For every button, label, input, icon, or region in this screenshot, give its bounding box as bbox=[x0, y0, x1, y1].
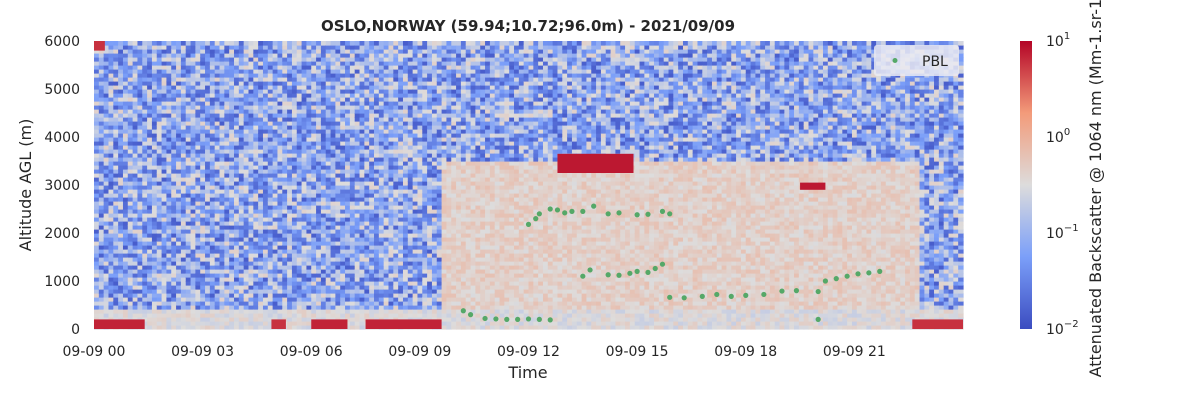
pbl-point bbox=[844, 273, 850, 279]
pbl-point bbox=[536, 316, 542, 322]
pbl-point bbox=[855, 271, 861, 277]
y-tick-label: 6000 bbox=[44, 34, 80, 50]
legend-marker-pbl bbox=[892, 58, 898, 63]
chart-title: OSLO,NORWAY (59.94;10.72;96.0m) - 2021/0… bbox=[321, 17, 735, 35]
aerosol-layer bbox=[94, 319, 145, 329]
pbl-point bbox=[536, 211, 542, 217]
plot-area bbox=[94, 41, 964, 330]
x-tick-label: 09-09 21 bbox=[823, 344, 886, 360]
aerosol-layers bbox=[94, 41, 963, 329]
aerosol-layer bbox=[557, 153, 634, 173]
pbl-point bbox=[562, 210, 568, 216]
pbl-point bbox=[645, 269, 651, 275]
pbl-point bbox=[659, 208, 666, 214]
pbl-point bbox=[616, 210, 622, 216]
pbl-point bbox=[554, 207, 561, 213]
pbl-point bbox=[605, 272, 611, 278]
pbl-point bbox=[645, 211, 651, 217]
y-tick-label: 5000 bbox=[44, 82, 80, 98]
pbl-point bbox=[467, 312, 474, 318]
legend: PBL bbox=[874, 45, 959, 76]
heatmap bbox=[94, 41, 964, 330]
y-tick-label: 4000 bbox=[44, 130, 80, 146]
y-axis-ticks: 0 1000 2000 3000 4000 5000 6000 bbox=[44, 34, 80, 338]
pbl-point bbox=[525, 316, 532, 322]
pbl-point bbox=[493, 316, 499, 322]
pbl-point bbox=[580, 208, 586, 214]
y-tick-label: 1000 bbox=[44, 274, 80, 290]
pbl-point bbox=[533, 216, 539, 222]
pbl-point bbox=[460, 308, 466, 314]
pbl-point bbox=[714, 291, 720, 298]
pbl-point bbox=[482, 315, 488, 322]
pbl-point bbox=[627, 270, 633, 276]
pbl-point bbox=[743, 292, 749, 298]
x-tick-label: 09-09 06 bbox=[280, 344, 343, 360]
pbl-point bbox=[515, 316, 521, 322]
colorbar-tick-label: 101 bbox=[1046, 31, 1070, 50]
x-axis-label: Time bbox=[507, 363, 547, 382]
colorbar-tick-label: 100 bbox=[1046, 127, 1070, 146]
x-axis-ticks: 09-09 00 09-09 03 09-09 06 09-09 09 09-09 12… bbox=[63, 344, 886, 360]
colorbar-tick-label: 10−2 bbox=[1046, 319, 1079, 338]
pbl-point bbox=[822, 278, 829, 284]
pbl-point bbox=[634, 268, 640, 274]
pbl-point bbox=[616, 272, 622, 278]
pbl-point bbox=[699, 293, 705, 299]
pbl-point bbox=[569, 208, 575, 214]
y-tick-label: 3000 bbox=[44, 178, 80, 194]
pbl-point bbox=[681, 295, 687, 301]
legend-box bbox=[874, 45, 959, 76]
aerosol-layer bbox=[271, 319, 286, 329]
pbl-point bbox=[815, 316, 821, 322]
pbl-point bbox=[547, 317, 553, 323]
pbl-point bbox=[591, 203, 597, 209]
x-tick-label: 09-09 12 bbox=[497, 344, 560, 360]
pbl-point bbox=[667, 294, 673, 300]
aerosol-layer bbox=[800, 182, 826, 190]
pbl-point bbox=[833, 276, 839, 282]
aerosol-layer bbox=[912, 319, 963, 329]
pbl-point bbox=[504, 316, 510, 322]
colorbar-ticks: 101 100 10−1 10−2 bbox=[1046, 31, 1079, 338]
pbl-point bbox=[525, 221, 532, 227]
pbl-point bbox=[761, 291, 767, 298]
x-tick-label: 09-09 03 bbox=[171, 344, 234, 360]
pbl-series bbox=[460, 203, 883, 323]
aerosol-layer bbox=[94, 41, 105, 51]
pbl-point bbox=[877, 268, 883, 274]
pbl-point bbox=[667, 211, 673, 217]
y-tick-label: 0 bbox=[71, 322, 80, 338]
pbl-point bbox=[580, 273, 586, 279]
colorbar-tick-label: 10−1 bbox=[1046, 223, 1079, 242]
pbl-point bbox=[547, 206, 553, 212]
pbl-point bbox=[659, 261, 666, 267]
pbl-point bbox=[652, 265, 658, 272]
legend-label-pbl: PBL bbox=[922, 54, 948, 70]
x-tick-label: 09-09 15 bbox=[606, 344, 669, 360]
x-tick-label: 09-09 18 bbox=[714, 344, 777, 360]
x-tick-label: 09-09 09 bbox=[388, 344, 451, 360]
pbl-point bbox=[779, 288, 785, 294]
pbl-point bbox=[815, 288, 821, 295]
y-axis-label: Altitude AGL (m) bbox=[16, 119, 35, 252]
pbl-point bbox=[587, 267, 593, 273]
colorbar: 101 100 10−1 10−2 Attenuated Backscatter @ … bbox=[1020, 0, 1105, 377]
colorbar-gradient bbox=[1020, 41, 1032, 329]
aerosol-layer bbox=[365, 319, 442, 329]
y-tick-label: 2000 bbox=[44, 226, 80, 242]
x-tick-label: 09-09 00 bbox=[63, 344, 126, 360]
aerosol-layer bbox=[311, 319, 348, 329]
pbl-point bbox=[793, 288, 800, 294]
pbl-point bbox=[605, 211, 611, 217]
pbl-point bbox=[866, 270, 872, 276]
pbl-point bbox=[634, 212, 640, 218]
pbl-point bbox=[728, 293, 734, 299]
colorbar-label: Attenuated Backscatter @ 1064 nm (Mm-1.s… bbox=[1086, 0, 1105, 377]
